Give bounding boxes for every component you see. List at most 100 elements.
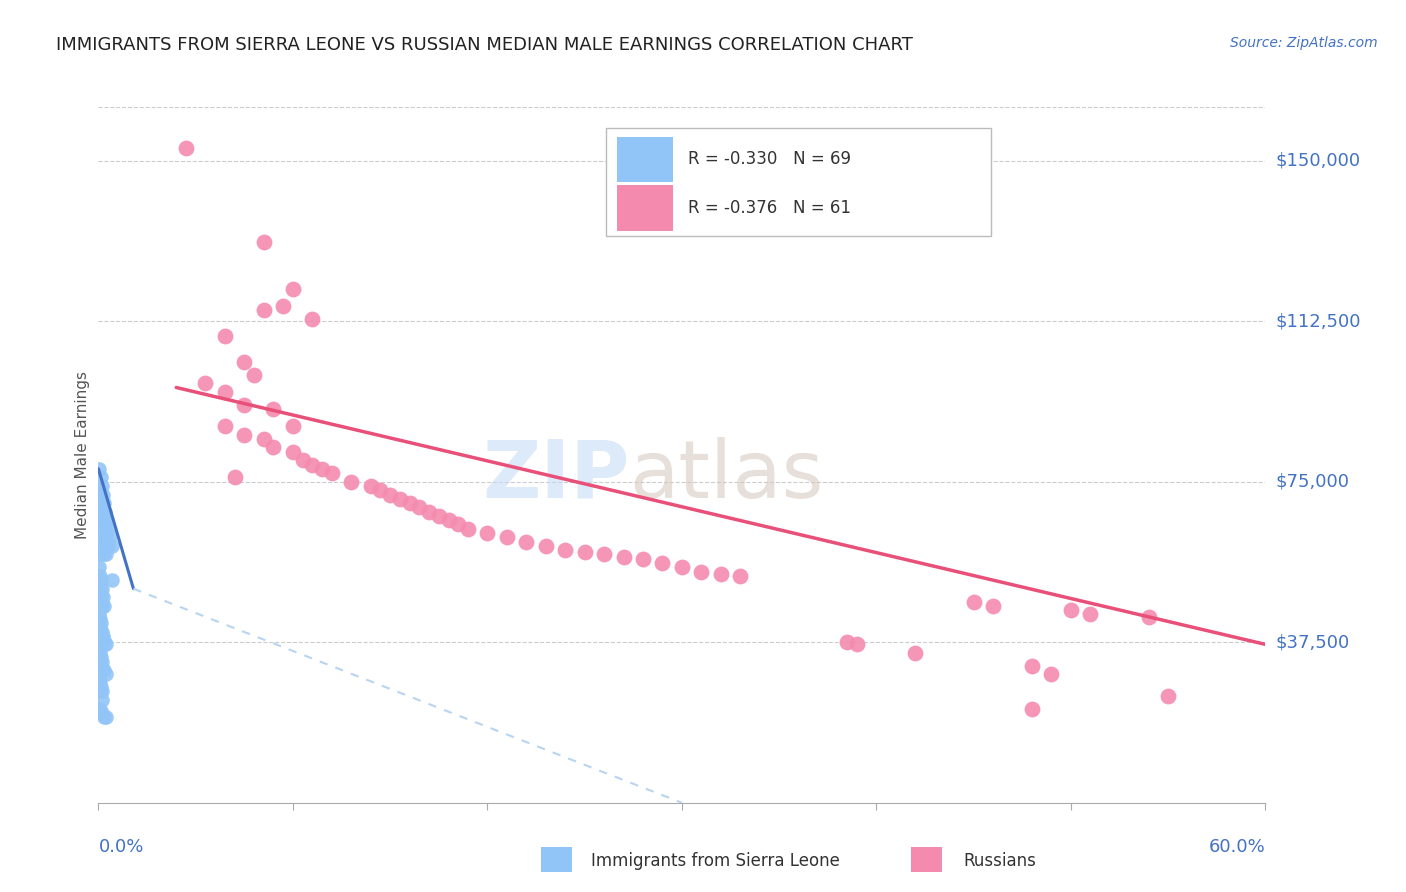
Point <box>408 500 430 515</box>
Point <box>91 624 114 639</box>
Point <box>301 458 323 472</box>
Point <box>360 479 382 493</box>
Point <box>1137 609 1160 624</box>
Point <box>89 607 111 622</box>
Point <box>89 684 111 698</box>
Point <box>89 620 111 634</box>
FancyBboxPatch shape <box>617 136 672 182</box>
Point <box>418 505 440 519</box>
Point <box>233 355 256 369</box>
Point <box>253 432 276 446</box>
Point <box>91 505 114 519</box>
Point <box>437 513 460 527</box>
Point <box>101 539 124 553</box>
Point <box>91 684 114 698</box>
Point <box>90 573 112 587</box>
Point <box>91 496 114 510</box>
Point <box>91 629 114 643</box>
Point <box>94 505 117 519</box>
Point <box>93 633 115 648</box>
Point <box>1021 658 1043 673</box>
Point <box>89 672 111 686</box>
Point <box>1060 603 1083 617</box>
Point <box>91 693 114 707</box>
Point <box>90 491 112 506</box>
Point <box>96 637 118 651</box>
Point <box>962 594 984 608</box>
Point <box>554 543 576 558</box>
Point <box>904 646 927 660</box>
Point <box>301 312 323 326</box>
Point <box>93 513 115 527</box>
Point <box>398 496 420 510</box>
Point <box>89 582 111 596</box>
Point <box>457 522 479 536</box>
Point <box>214 384 236 399</box>
Point <box>93 496 115 510</box>
Point <box>89 517 111 532</box>
Point <box>174 141 197 155</box>
Point <box>214 419 236 434</box>
Point <box>89 655 111 669</box>
Point <box>90 650 112 665</box>
Point <box>89 646 111 660</box>
Point <box>1040 667 1063 681</box>
Text: IMMIGRANTS FROM SIERRA LEONE VS RUSSIAN MEDIAN MALE EARNINGS CORRELATION CHART: IMMIGRANTS FROM SIERRA LEONE VS RUSSIAN … <box>56 36 912 54</box>
Text: ZIP: ZIP <box>482 437 630 515</box>
Point <box>1021 701 1043 715</box>
Point <box>93 599 115 613</box>
Point <box>96 667 118 681</box>
Point <box>534 539 557 553</box>
Point <box>96 513 118 527</box>
Point <box>89 624 111 639</box>
Point <box>253 303 276 318</box>
Point <box>97 522 120 536</box>
Text: Russians: Russians <box>963 852 1036 870</box>
Point <box>90 591 112 605</box>
Point <box>97 539 120 553</box>
Text: 60.0%: 60.0% <box>1209 838 1265 856</box>
Point <box>91 655 114 669</box>
Point <box>90 680 112 694</box>
Point <box>837 635 859 649</box>
Point <box>447 517 470 532</box>
Point <box>388 491 411 506</box>
Point <box>94 539 117 553</box>
Point <box>90 470 112 484</box>
Point <box>281 282 304 296</box>
Text: Source: ZipAtlas.com: Source: ZipAtlas.com <box>1230 36 1378 50</box>
Point <box>671 560 693 574</box>
Point <box>91 479 114 493</box>
Y-axis label: Median Male Earnings: Median Male Earnings <box>75 371 90 539</box>
Point <box>90 517 112 532</box>
Point <box>96 530 118 544</box>
Point <box>89 641 111 656</box>
Point <box>93 530 115 544</box>
Point <box>233 427 256 442</box>
Point <box>96 710 118 724</box>
Point <box>96 548 118 562</box>
Point <box>593 548 616 562</box>
Point <box>91 582 114 596</box>
Point <box>631 551 654 566</box>
Point <box>89 701 111 715</box>
Point <box>89 599 111 613</box>
Point <box>262 441 284 455</box>
Point <box>845 637 868 651</box>
Point <box>730 569 752 583</box>
Point <box>93 663 115 677</box>
Text: atlas: atlas <box>630 437 824 515</box>
Point <box>94 522 117 536</box>
Point <box>89 487 111 501</box>
Text: $112,500: $112,500 <box>1275 312 1361 330</box>
Point <box>101 573 124 587</box>
Point <box>281 419 304 434</box>
Text: Immigrants from Sierra Leone: Immigrants from Sierra Leone <box>591 852 839 870</box>
FancyBboxPatch shape <box>617 186 672 230</box>
Point <box>321 466 343 480</box>
Point <box>281 444 304 458</box>
Text: $150,000: $150,000 <box>1275 152 1361 169</box>
FancyBboxPatch shape <box>606 128 991 235</box>
Point <box>477 526 499 541</box>
Point <box>91 539 114 553</box>
